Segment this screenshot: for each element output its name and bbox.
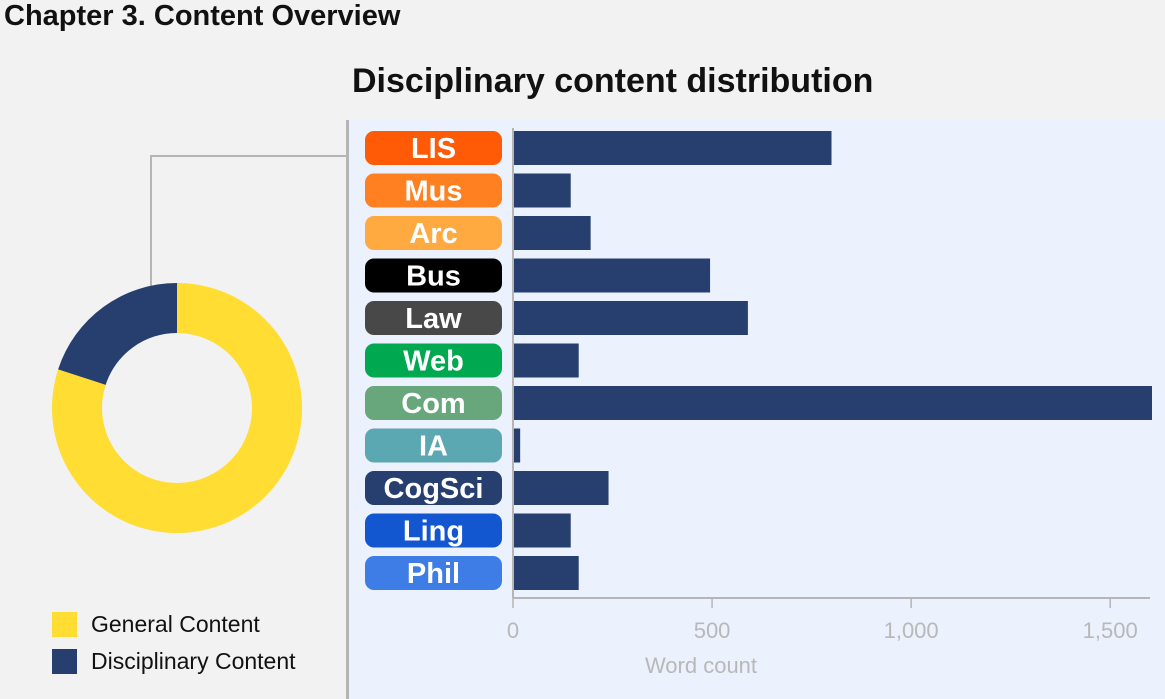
x-tick-label: 500 — [694, 618, 731, 643]
category-label-arc: Arc — [409, 218, 457, 250]
bar-ia — [514, 428, 521, 463]
category-label-phil: Phil — [407, 558, 460, 590]
category-label-com: Com — [401, 388, 465, 420]
donut-slice-general — [51, 283, 303, 534]
category-pill-law — [365, 301, 502, 335]
x-tick-label: 1,000 — [884, 618, 939, 643]
donut-chart — [51, 283, 303, 534]
category-pill-cogsci — [365, 471, 502, 505]
panel-divider — [346, 120, 349, 699]
donut-connector-line — [150, 155, 346, 288]
category-label-law: Law — [405, 303, 462, 335]
category-label-web: Web — [403, 346, 464, 378]
bar-phil — [514, 556, 579, 590]
category-pill-com — [365, 386, 502, 420]
category-label-ling: Ling — [403, 516, 464, 548]
bar-arc — [514, 216, 591, 250]
legend-item-general: General Content — [52, 610, 260, 638]
bar-web — [514, 343, 579, 378]
category-label-bus: Bus — [406, 261, 461, 293]
category-pill-arc — [365, 216, 502, 250]
category-pill-mus — [365, 173, 502, 208]
x-tick-label: 0 — [507, 618, 519, 643]
category-pill-web — [365, 343, 502, 378]
category-pill-ia — [365, 428, 502, 463]
category-label-lis: LIS — [411, 133, 456, 165]
legend-item-disciplinary: Disciplinary Content — [52, 647, 296, 675]
category-pill-lis — [365, 131, 502, 165]
category-pill-phil — [365, 556, 502, 590]
category-label-ia: IA — [419, 431, 448, 463]
bar-law — [514, 301, 748, 335]
bar-com — [514, 386, 1152, 420]
chart-title: Disciplinary content distribution — [352, 62, 874, 100]
legend-swatch-general — [52, 611, 77, 637]
category-pill-ling — [365, 513, 502, 548]
category-label-mus: Mus — [405, 176, 463, 208]
chapter-heading: Chapter 3. Content Overview — [4, 0, 401, 32]
category-pill-bus — [365, 258, 502, 293]
legend-swatch-disciplinary — [52, 648, 77, 674]
bar-mus — [514, 173, 571, 208]
category-label-cogsci: CogSci — [384, 473, 484, 505]
donut-slice-disciplinary — [58, 283, 177, 385]
bar-bus — [514, 258, 711, 293]
legend-label-disciplinary: Disciplinary Content — [91, 647, 296, 674]
bar-ling — [514, 513, 571, 548]
x-tick-label: 1,500 — [1083, 618, 1138, 643]
bar-lis — [514, 131, 832, 165]
legend-label-general: General Content — [91, 610, 260, 637]
bar-cogsci — [514, 471, 609, 505]
x-axis-label: Word count — [645, 653, 757, 678]
